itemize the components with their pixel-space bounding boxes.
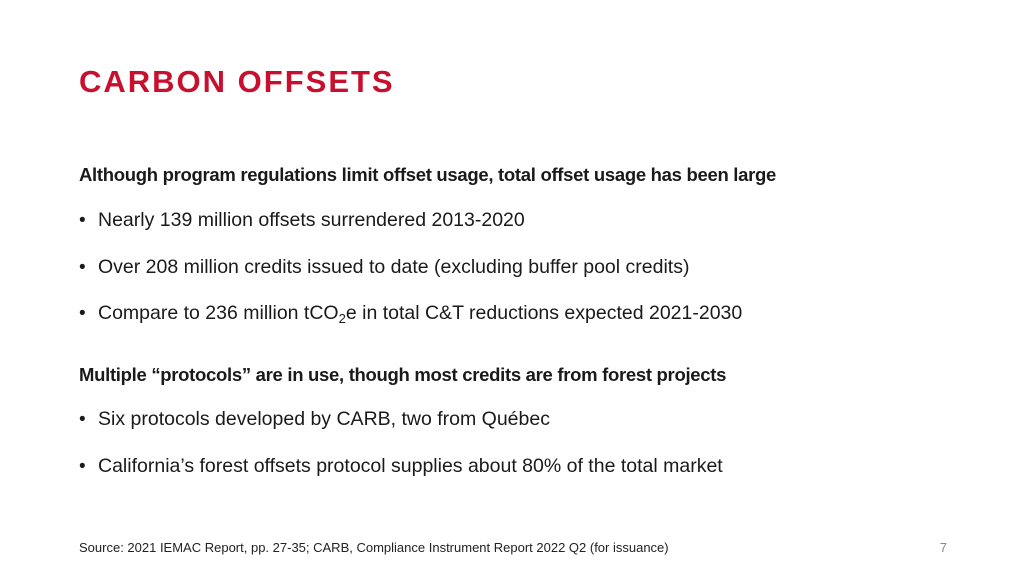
- bullet-text: Six protocols developed by CARB, two fro…: [98, 408, 550, 430]
- bullet-text: Nearly 139 million offsets surrendered 2…: [98, 209, 525, 231]
- bullet-item-six-protocols: • Six protocols developed by CARB, two f…: [79, 408, 550, 431]
- bullet-icon: •: [79, 409, 86, 430]
- bullet-text: California’s forest offsets protocol sup…: [98, 455, 723, 477]
- bullet-item-surrendered: • Nearly 139 million offsets surrendered…: [79, 209, 525, 232]
- bullet-icon: •: [79, 456, 86, 477]
- bullet-icon: •: [79, 257, 86, 278]
- section-heading-offset-usage: Although program regulations limit offse…: [79, 164, 777, 185]
- bullet-item-issued: • Over 208 million credits issued to dat…: [79, 256, 689, 279]
- bullet-text: Over 208 million credits issued to date …: [98, 256, 690, 278]
- bullet-icon: •: [79, 210, 86, 231]
- slide-title: CARBON OFFSETS: [79, 64, 395, 99]
- subscript-two: 2: [338, 311, 346, 326]
- page-number: 7: [939, 540, 947, 555]
- bullet-icon: •: [79, 303, 86, 324]
- bullet-text-before: Compare to 236 million tCO: [98, 302, 339, 324]
- bullet-item-forest-protocol: • California’s forest offsets protocol s…: [79, 455, 723, 478]
- bullet-text: Compare to 236 million tCO2e in total C&…: [98, 302, 742, 326]
- section-heading-protocols: Multiple “protocols” are in use, though …: [79, 364, 727, 385]
- bullet-text-after: e in total C&T reductions expected 2021-…: [345, 302, 743, 324]
- bullet-item-compare-reductions: • Compare to 236 million tCO2e in total …: [79, 302, 742, 326]
- source-citation: Source: 2021 IEMAC Report, pp. 27-35; CA…: [79, 540, 669, 555]
